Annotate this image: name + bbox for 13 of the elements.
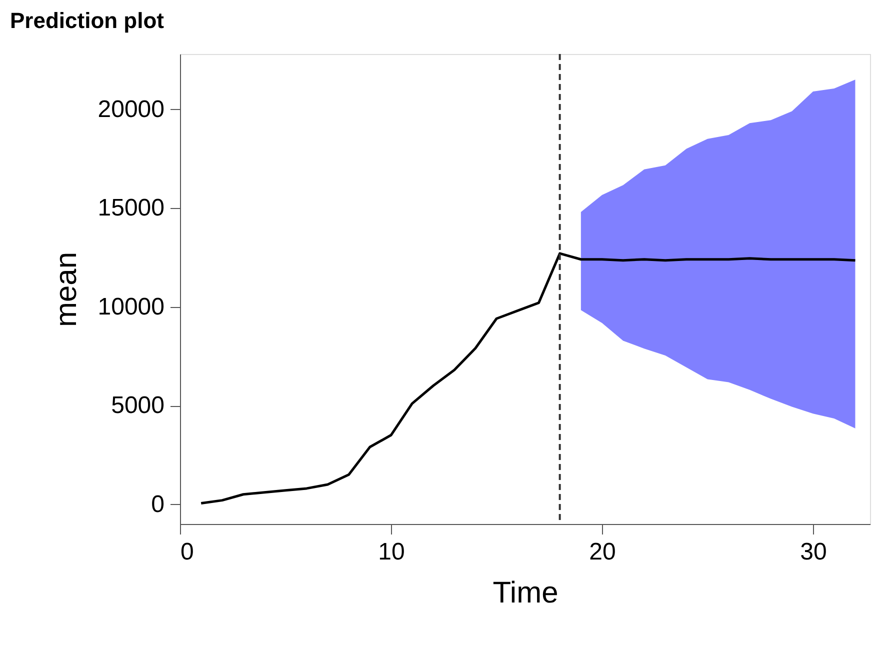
line-series [200,252,856,505]
y-tick-label: 10000 [98,293,164,320]
y-tick-label: 15000 [98,194,164,222]
chart-title: Prediction plot [10,8,165,33]
y-tick-label: 5000 [111,392,164,420]
y-tick-label: 20000 [98,96,164,123]
x-tick-label: 10 [378,538,405,566]
y-tick-label: 0 [151,490,164,518]
x-tick-label: 30 [800,538,827,566]
y-axis-title: mean [50,252,83,328]
x-tick-label: 0 [180,538,194,566]
x-tick-label: 20 [589,538,616,566]
x-axis-title: Time [492,576,558,610]
